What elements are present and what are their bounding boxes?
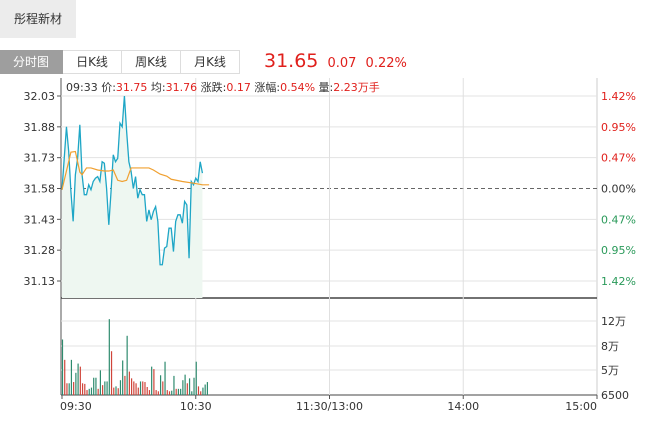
pct-tick-label: 0.00% <box>601 183 636 196</box>
time-tick-label: 09:30 <box>60 400 92 413</box>
time-tick-label: 10:30 <box>180 400 212 413</box>
title-bar: 彤程新材 <box>0 0 661 38</box>
info-pct: 0.54% <box>280 81 316 94</box>
quote: 31.65 0.07 0.22% <box>264 50 407 72</box>
price-tick-label: 31.73 <box>24 152 56 165</box>
tab-weekly-k[interactable]: 周K线 <box>122 50 181 74</box>
tab-monthly-k[interactable]: 月K线 <box>181 50 240 74</box>
price-change-pct: 0.22% <box>365 56 407 71</box>
info-price-label: 价: <box>101 81 116 94</box>
info-pct-label: 涨幅: <box>254 81 281 94</box>
tab-intraday[interactable]: 分时图 <box>0 50 63 74</box>
info-time: 09:33 <box>66 81 98 94</box>
info-avg-label: 均: <box>150 81 166 94</box>
pct-tick-label: 0.95% <box>601 244 636 257</box>
tab-daily-k[interactable]: 日K线 <box>63 50 122 74</box>
info-price: 31.75 <box>115 81 148 94</box>
price-tick-label: 31.43 <box>24 213 56 226</box>
info-avg: 31.76 <box>165 81 198 94</box>
info-chg-label: 涨跌: <box>200 81 227 94</box>
chart-tabs: 分时图 日K线 周K线 月K线 <box>0 50 240 74</box>
pct-tick-label: 0.95% <box>601 121 636 134</box>
time-tick-label: 11:30/13:00 <box>296 400 363 413</box>
info-vol: 2.23万手 <box>333 81 380 94</box>
info-chg: 0.17 <box>226 81 251 94</box>
price-tick-label: 31.28 <box>24 244 56 257</box>
last-price: 31.65 <box>264 50 319 72</box>
price-tick-label: 31.58 <box>24 183 56 196</box>
price-tick-label: 32.03 <box>24 90 56 103</box>
volume-tick-label: 8万 <box>601 340 619 353</box>
price-tick-label: 31.13 <box>24 275 56 288</box>
price-tick-label: 31.88 <box>24 121 56 134</box>
pct-tick-label: 0.47% <box>601 152 636 165</box>
info-vol-label: 量: <box>318 81 334 94</box>
stock-name-tab[interactable]: 彤程新材 <box>0 0 76 38</box>
crosshair-info: 09:33 价:31.75 均:31.76 涨跌:0.17 涨幅:0.54% 量… <box>66 79 380 95</box>
volume-tick-label: 5万 <box>601 364 619 377</box>
pct-tick-label: 0.47% <box>601 213 636 226</box>
volume-tick-label: 12万 <box>601 315 626 328</box>
avg-price-line <box>61 150 210 190</box>
price-line <box>61 95 204 266</box>
price-area <box>62 96 203 298</box>
pct-tick-label: 1.42% <box>601 90 636 103</box>
time-tick-label: 14:00 <box>447 400 479 413</box>
price-change: 0.07 <box>327 56 357 71</box>
pct-tick-label: 1.42% <box>601 275 636 288</box>
time-tick-label: 15:00 <box>565 400 597 413</box>
volume-tick-label: 6500 <box>601 389 629 402</box>
